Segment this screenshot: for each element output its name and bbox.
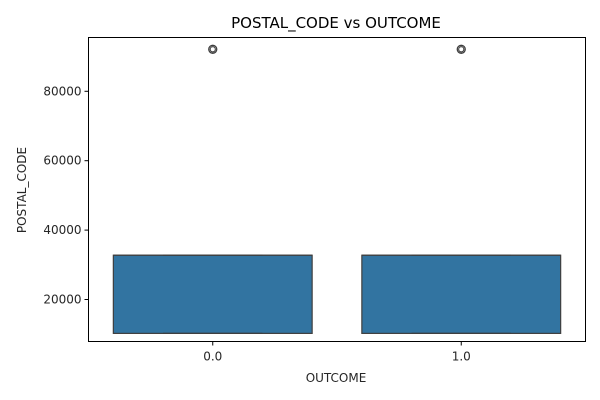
plot-frame [88,37,586,342]
outlier-point-inner [209,46,216,53]
box-body [112,254,313,334]
y-tick-label: 20000 [43,293,81,307]
y-tick-label: 40000 [43,223,81,237]
x-axis: 0.0 1.0 [203,341,471,364]
x-axis-label: OUTCOME [306,371,367,385]
box-body [361,254,562,334]
outlier-point [208,44,218,54]
x-tick-label: 0.0 [203,350,222,364]
outlier-point [456,44,466,54]
chart-title: POSTAL_CODE vs OUTCOME [231,14,441,33]
y-axis-label: POSTAL_CODE [15,147,29,233]
outlier-point-inner [458,46,465,53]
x-tick-label: 1.0 [452,350,471,364]
plot-marks [112,44,562,334]
box-0.0 [112,44,313,334]
y-tick-label: 80000 [43,84,81,98]
box-1.0 [361,44,562,334]
y-axis: 20000 40000 60000 80000 [43,84,89,307]
y-tick-label: 60000 [43,154,81,168]
